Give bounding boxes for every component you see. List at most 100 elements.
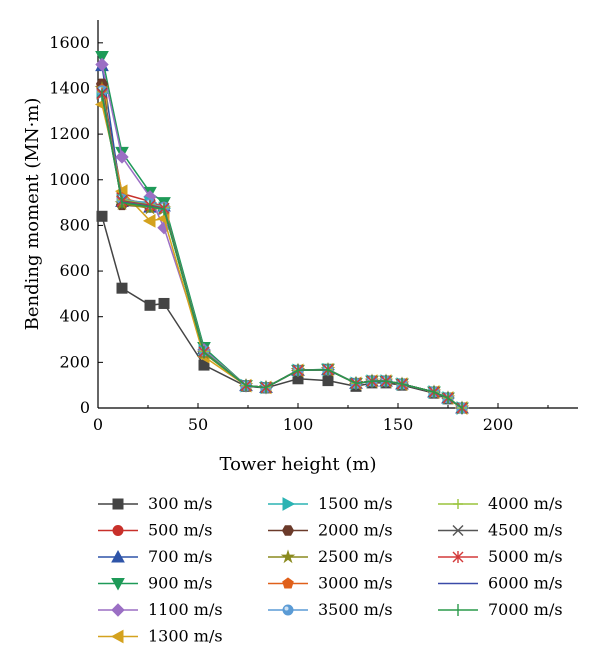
series-line [101, 83, 463, 409]
data-point [96, 210, 108, 222]
legend-label: 5000 m/s [488, 547, 563, 566]
legend-entry: 6000 m/s [438, 574, 563, 593]
legend-entry: 4500 m/s [438, 521, 563, 540]
legend-label: 1300 m/s [148, 627, 223, 646]
legend-entry: 5000 m/s [438, 547, 563, 566]
y-tick-label: 400 [59, 307, 90, 326]
legend-entry: 1100 m/s [98, 600, 223, 619]
y-tick-label: 600 [59, 261, 90, 280]
series-line [101, 65, 463, 409]
legend-label: 3000 m/s [318, 574, 393, 593]
legend-label: 500 m/s [148, 521, 212, 540]
legend-entry: 900 m/s [98, 574, 212, 593]
y-tick-label: 0 [80, 398, 90, 417]
data-point [144, 299, 156, 311]
series-line [101, 64, 463, 409]
legend-entry: 2000 m/s [268, 521, 393, 540]
legend-entry: 700 m/s [98, 547, 212, 566]
legend-marker [280, 549, 296, 564]
series-line [101, 86, 463, 409]
legend-marker [111, 578, 125, 591]
y-axis-title: Bending moment (MN·m) [22, 98, 43, 331]
series-5000-m-s [96, 88, 468, 414]
series-2500-m-s [94, 80, 470, 415]
series-4000-m-s [97, 86, 467, 413]
x-tick-label: 50 [188, 415, 208, 434]
series-line [101, 88, 463, 409]
data-point [95, 51, 109, 64]
series-1100-m-s [95, 57, 469, 415]
series-line [101, 95, 463, 409]
series-900-m-s [95, 51, 469, 416]
series-3000-m-s [96, 83, 468, 413]
legend-marker [282, 577, 294, 589]
series-500-m-s [96, 80, 468, 414]
data-point [322, 375, 334, 387]
axis-ticks: 0 50 100 150 200 0 200 400 600 800 1000 1200 1400 160… [49, 33, 549, 434]
legend-marker [453, 499, 463, 509]
legend-marker [112, 525, 124, 536]
axes [97, 20, 578, 409]
series-line [101, 90, 463, 409]
series-line [101, 91, 463, 409]
series-1300-m-s [94, 97, 468, 415]
legend-label: 3500 m/s [318, 600, 393, 619]
series-line [101, 94, 463, 409]
series-line [101, 89, 463, 409]
legend-marker [111, 603, 125, 617]
series-layer [94, 51, 470, 416]
y-tick-label: 200 [59, 352, 90, 371]
legend-entry: 7000 m/s [438, 600, 563, 619]
x-tick-label: 150 [383, 415, 414, 434]
data-point [116, 282, 128, 294]
series-2000-m-s [95, 78, 469, 414]
y-tick-label: 1600 [49, 33, 90, 52]
legend-entry: 3500 m/s [268, 600, 393, 619]
legend-marker [452, 525, 464, 536]
series-1500-m-s [96, 86, 470, 415]
legend: 300 m/s 500 m/s 700 m/s 900 m/s 1100 m/s 1300… [98, 494, 563, 646]
legend-label: 1100 m/s [148, 600, 223, 619]
y-tick-label: 800 [59, 215, 90, 234]
legend-entry: 3000 m/s [268, 574, 393, 593]
data-point [142, 214, 156, 228]
series-3500-m-s [96, 85, 468, 414]
legend-entry: 4000 m/s [438, 494, 563, 513]
legend-label: 4500 m/s [488, 521, 563, 540]
legend-entry: 2500 m/s [268, 547, 393, 566]
legend-marker [110, 629, 124, 644]
series-700-m-s [95, 58, 469, 414]
legend-entry: 500 m/s [98, 521, 212, 540]
data-point [115, 150, 129, 164]
legend-label: 7000 m/s [488, 600, 563, 619]
legend-entry: 300 m/s [98, 494, 212, 513]
legend-label: 300 m/s [148, 494, 212, 513]
series-line [101, 92, 463, 409]
legend-label: 6000 m/s [488, 574, 563, 593]
series-6000-m-s [101, 94, 463, 409]
legend-entry: 1500 m/s [268, 494, 393, 513]
legend-label: 700 m/s [148, 547, 212, 566]
legend-marker [111, 549, 125, 563]
legend-marker [282, 604, 294, 616]
x-tick-label: 0 [93, 415, 103, 434]
legend-label: 4000 m/s [488, 494, 563, 513]
series-7000-m-s [101, 89, 463, 414]
x-tick-label: 200 [483, 415, 514, 434]
series-line [101, 216, 463, 409]
series-4500-m-s [96, 87, 468, 414]
data-point [158, 297, 170, 309]
series-line [101, 56, 463, 409]
y-tick-label: 1000 [49, 170, 90, 189]
legend-label: 1500 m/s [318, 494, 393, 513]
series-300-m-s [96, 210, 468, 414]
legend-marker [112, 498, 124, 510]
series-line [101, 94, 463, 409]
legend-entry: 1300 m/s [98, 627, 223, 646]
legend-marker [452, 551, 464, 563]
series-line [101, 104, 463, 409]
x-axis-title: Tower height (m) [219, 454, 376, 475]
legend-marker [282, 497, 296, 511]
x-tick-label: 100 [283, 415, 314, 434]
